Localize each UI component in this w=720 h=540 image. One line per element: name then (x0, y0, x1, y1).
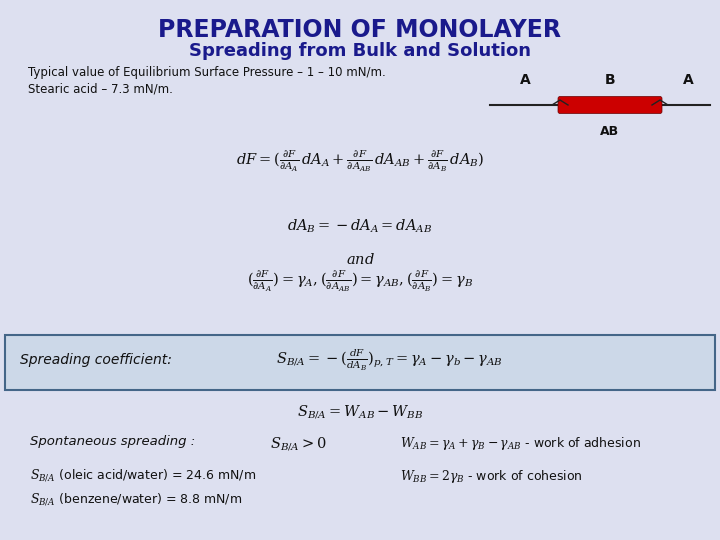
FancyBboxPatch shape (5, 335, 715, 390)
Text: A: A (520, 73, 531, 87)
Text: $W_{BB} = 2\gamma_B$ - work of cohesion: $W_{BB} = 2\gamma_B$ - work of cohesion (400, 468, 582, 485)
Text: AB: AB (600, 125, 620, 138)
Text: $W_{AB} = \gamma_A + \gamma_B - \gamma_{AB}$ - work of adhesion: $W_{AB} = \gamma_A + \gamma_B - \gamma_{… (400, 435, 641, 452)
Text: Stearic acid – 7.3 mN/m.: Stearic acid – 7.3 mN/m. (28, 82, 173, 95)
Text: $dA_B = -dA_A = dA_{AB}$: $dA_B = -dA_A = dA_{AB}$ (287, 218, 433, 235)
Text: Spontaneous spreading :: Spontaneous spreading : (30, 435, 195, 448)
Text: B: B (605, 73, 616, 87)
Text: Spreading coefficient:: Spreading coefficient: (20, 353, 172, 367)
FancyBboxPatch shape (558, 97, 662, 113)
Text: $dF = (\frac{\partial F}{\partial A_A}\,dA_A + \frac{\partial F}{\partial A_{AB}: $dF = (\frac{\partial F}{\partial A_A}\,… (236, 148, 484, 174)
Text: $S_{B/A} = W_{AB} - W_{BB}$: $S_{B/A} = W_{AB} - W_{BB}$ (297, 403, 423, 420)
Text: Typical value of Equilibrium Surface Pressure – 1 – 10 mN/m.: Typical value of Equilibrium Surface Pre… (28, 66, 386, 79)
Text: PREPARATION OF MONOLAYER: PREPARATION OF MONOLAYER (158, 18, 562, 42)
Text: Spreading from Bulk and Solution: Spreading from Bulk and Solution (189, 42, 531, 60)
Text: $S_{B/A}$ (oleic acid/water) = 24.6 mN/m: $S_{B/A}$ (oleic acid/water) = 24.6 mN/m (30, 468, 256, 484)
Text: $(\frac{\partial F}{\partial A_A}) = \gamma_A,(\frac{\partial F}{\partial A_{AB}: $(\frac{\partial F}{\partial A_A}) = \ga… (247, 268, 473, 294)
Text: A: A (683, 73, 693, 87)
Text: $S_{B/A}$ (benzene/water) = 8.8 mN/m: $S_{B/A}$ (benzene/water) = 8.8 mN/m (30, 492, 242, 508)
Text: $S_{B/A} = -(\frac{dF}{dA_B})_{p,T} = \gamma_A - \gamma_b - \gamma_{AB}$: $S_{B/A} = -(\frac{dF}{dA_B})_{p,T} = \g… (276, 347, 503, 373)
Text: $S_{B/A} > 0$: $S_{B/A} > 0$ (270, 435, 327, 452)
Text: $and$: $and$ (346, 252, 374, 267)
